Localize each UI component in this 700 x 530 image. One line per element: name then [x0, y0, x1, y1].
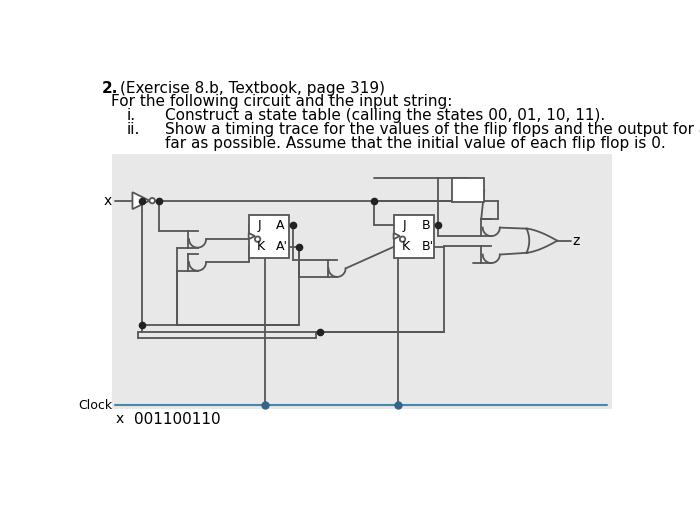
Text: Clock: Clock	[78, 399, 112, 412]
Text: Show a timing trace for the values of the flip flops and the output for as: Show a timing trace for the values of th…	[165, 122, 700, 137]
Circle shape	[400, 236, 405, 242]
Text: For the following circuit and the input string:: For the following circuit and the input …	[111, 94, 452, 109]
Circle shape	[255, 236, 260, 242]
Bar	[248, 215, 289, 258]
Text: A': A'	[276, 241, 288, 253]
Text: (Exercise 8.b, Textbook, page 319): (Exercise 8.b, Textbook, page 319)	[120, 81, 385, 95]
Text: K: K	[257, 241, 265, 253]
Polygon shape	[393, 233, 400, 239]
Text: Construct a state table (calling the states 00, 01, 10, 11).: Construct a state table (calling the sta…	[165, 108, 606, 123]
Text: J: J	[257, 219, 261, 232]
Text: K: K	[402, 241, 410, 253]
Text: 001100110: 001100110	[134, 412, 220, 427]
Text: x: x	[104, 193, 112, 208]
Text: B': B'	[421, 241, 434, 253]
Text: A: A	[276, 219, 284, 232]
Text: B: B	[421, 219, 430, 232]
Text: J: J	[402, 219, 406, 232]
Bar	[452, 178, 484, 202]
Text: far as possible. Assume that the initial value of each flip flop is 0.: far as possible. Assume that the initial…	[165, 136, 666, 151]
Bar	[112, 154, 612, 409]
Text: x: x	[116, 412, 124, 426]
Text: z: z	[572, 234, 580, 248]
Text: i.: i.	[126, 108, 135, 123]
Text: ii.: ii.	[126, 122, 139, 137]
Polygon shape	[132, 192, 150, 209]
Polygon shape	[248, 233, 255, 239]
Bar	[393, 215, 434, 258]
Circle shape	[150, 198, 155, 204]
Text: 2.: 2.	[102, 81, 118, 95]
